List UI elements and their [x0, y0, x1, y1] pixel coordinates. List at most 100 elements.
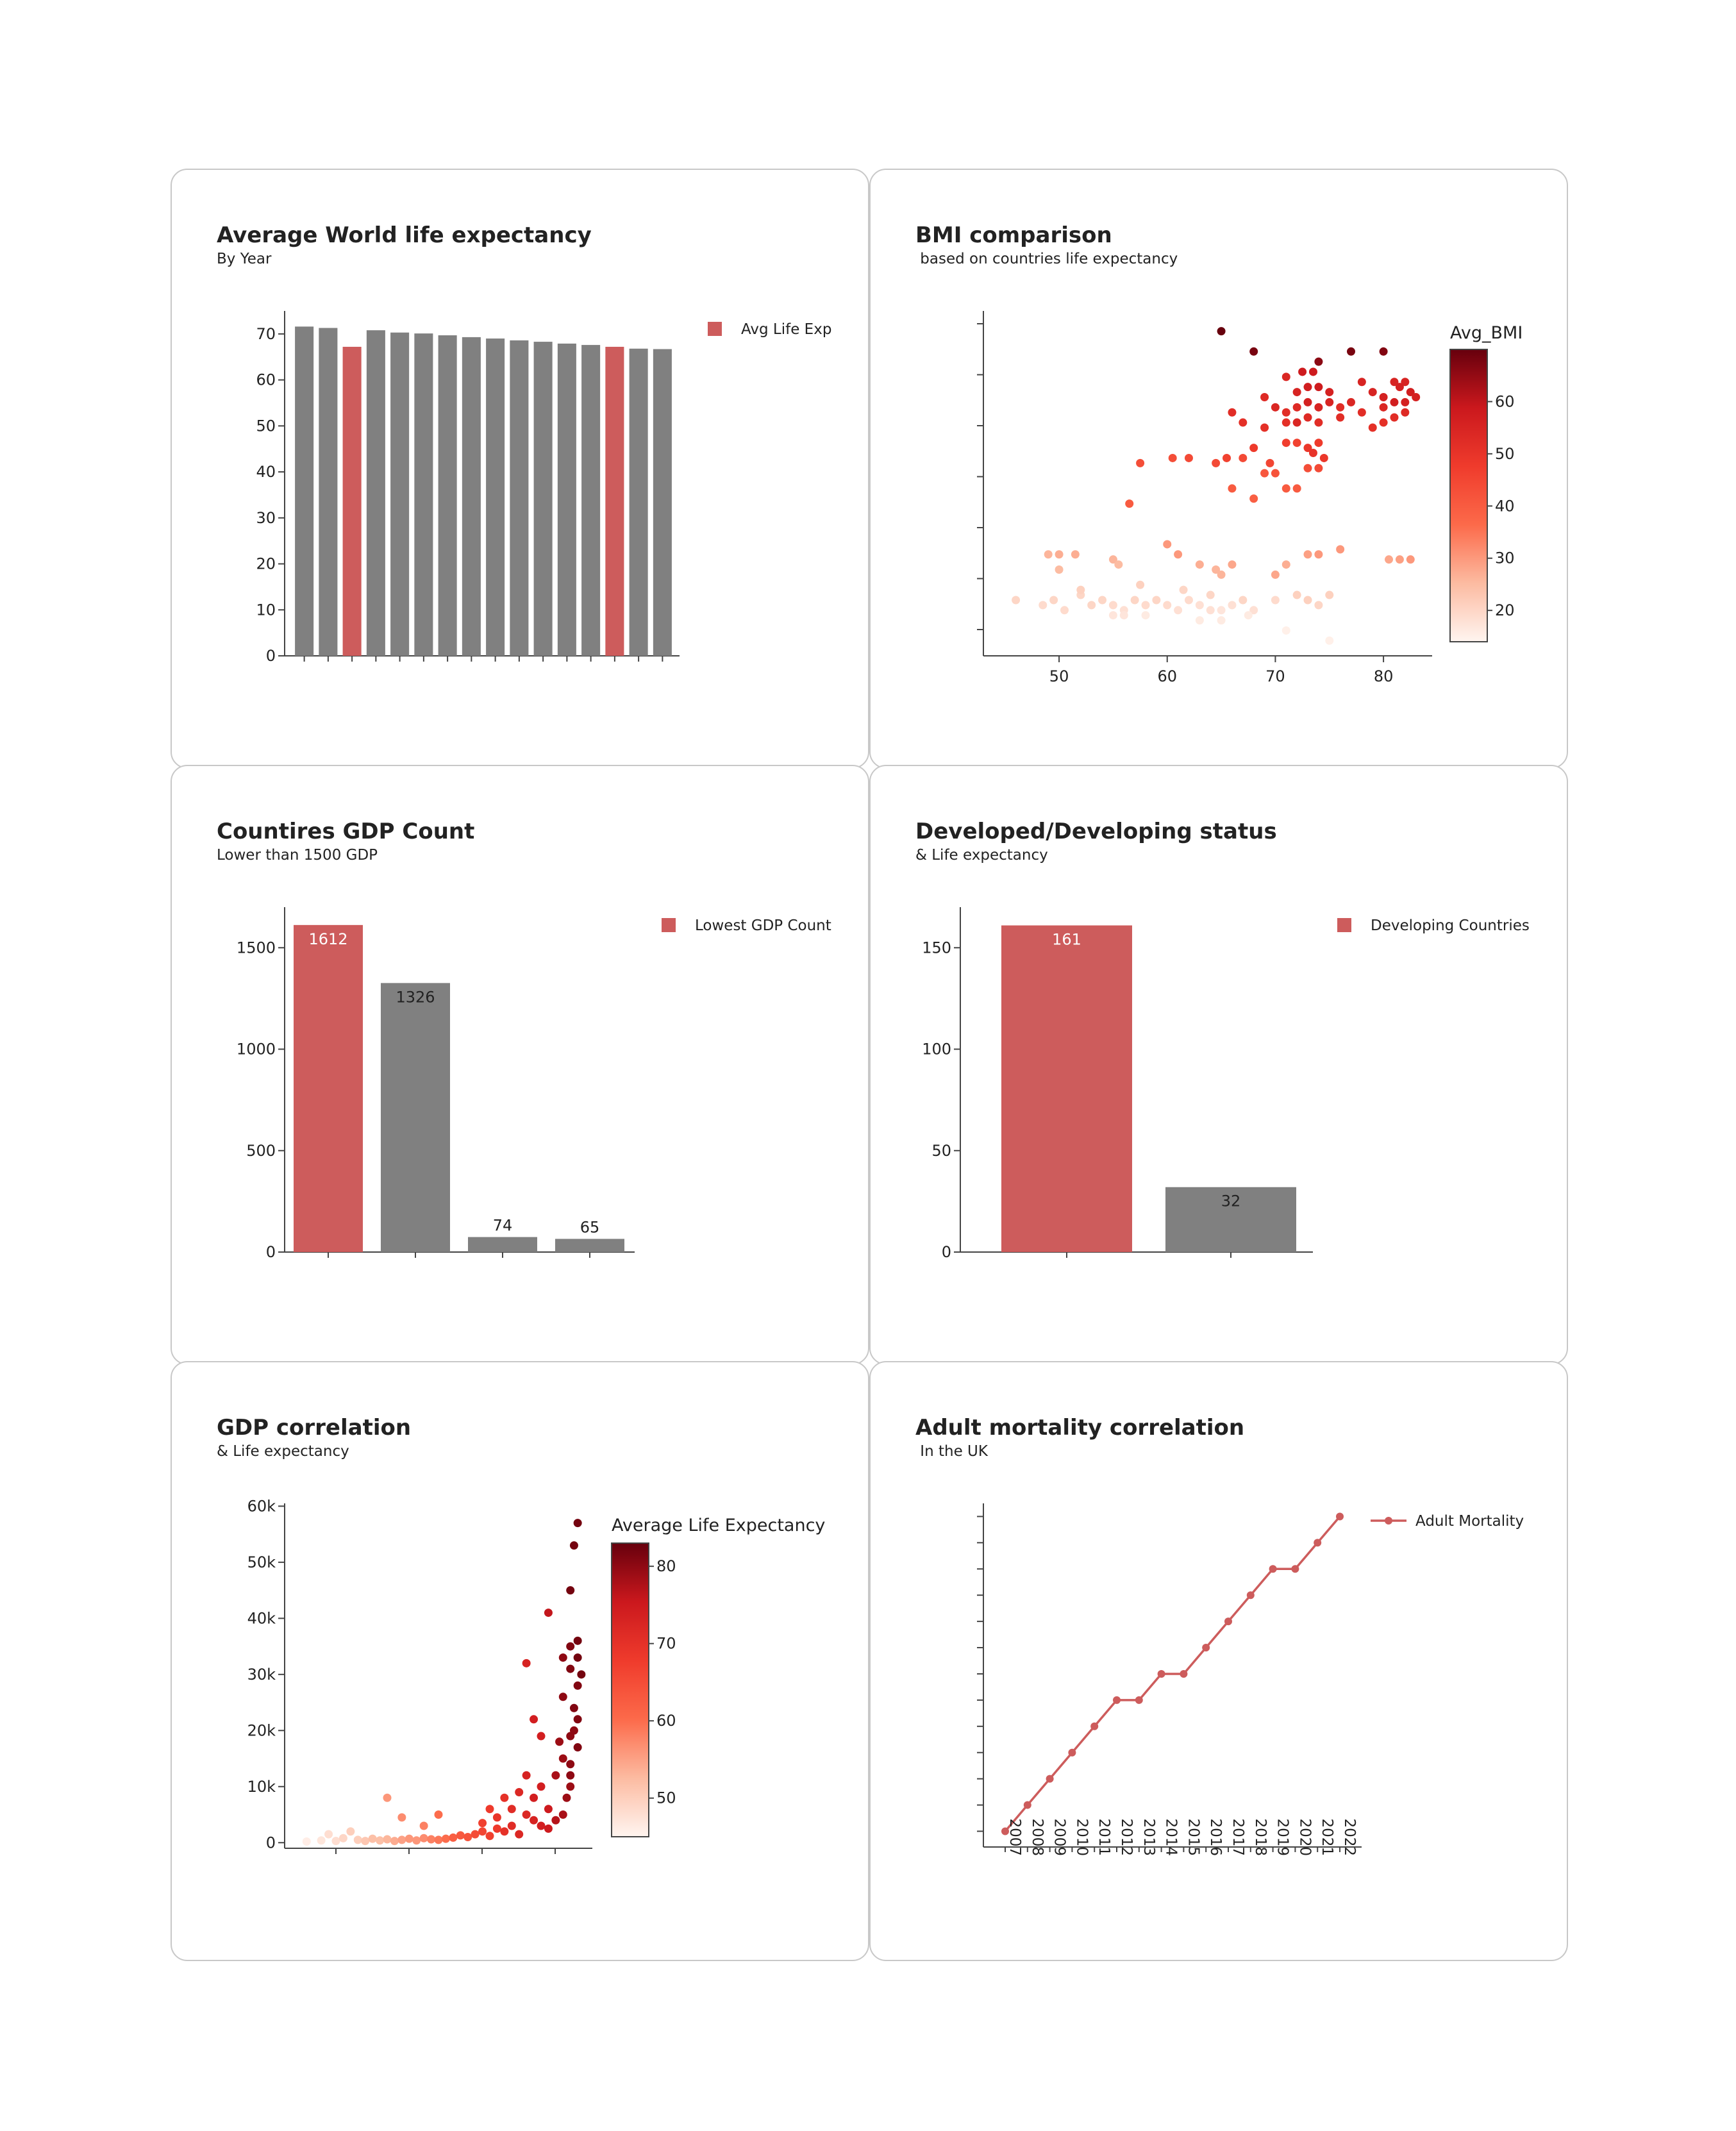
- line-point: [1180, 1669, 1188, 1678]
- scatter-point: [1325, 397, 1334, 406]
- scatter-point: [1314, 403, 1323, 412]
- scatter-point: [485, 1805, 494, 1814]
- scatter-point: [558, 1810, 567, 1819]
- scatter-point: [1292, 403, 1301, 412]
- scatter-point: [530, 1715, 538, 1724]
- scatter-point: [1401, 397, 1410, 406]
- scatter-point: [566, 1642, 575, 1651]
- y-tick-label: 20k: [247, 1721, 276, 1739]
- legend-label: Lowest GDP Count: [695, 917, 831, 934]
- scatter-point: [566, 1586, 575, 1595]
- y-tick-label: 1000: [237, 1040, 276, 1058]
- scatter-point: [1076, 585, 1085, 594]
- colorbar-tick-label: 50: [1495, 445, 1515, 463]
- scatter-point: [1292, 388, 1301, 397]
- scatter-point: [530, 1793, 538, 1802]
- bar-value-label: 65: [580, 1218, 600, 1236]
- x-tick-label: 60: [1157, 667, 1177, 685]
- scatter-point: [1281, 418, 1290, 427]
- y-tick-label: 150: [922, 939, 951, 957]
- scatter-point: [1071, 550, 1080, 559]
- x-tick-label: 2018: [1252, 1818, 1269, 1856]
- scatter-point: [1212, 458, 1221, 467]
- x-tick-label: 2021: [1319, 1818, 1335, 1856]
- scatter-point: [537, 1732, 546, 1741]
- scatter-point: [1336, 413, 1345, 422]
- scatter-point: [471, 1830, 480, 1839]
- scatter-point: [1163, 540, 1172, 549]
- bar: [342, 346, 362, 656]
- scatter-point: [376, 1836, 385, 1845]
- card-adult-mortality: Adult mortality correlation In the UK 20…: [869, 1361, 1568, 1961]
- y-tick-label: 60k: [247, 1497, 276, 1515]
- scatter-point: [1108, 601, 1117, 610]
- x-tick-label: 2016: [1207, 1818, 1224, 1856]
- bar: [390, 332, 410, 656]
- scatter-point: [1228, 484, 1237, 493]
- scatter-point: [566, 1782, 575, 1791]
- y-tick-label: 50k: [247, 1553, 276, 1571]
- scatter-point: [1314, 383, 1323, 392]
- scatter-point: [1087, 601, 1096, 610]
- scatter-point: [1244, 611, 1253, 620]
- chart-title: Developed/Developing status: [915, 819, 1277, 844]
- y-tick-label: 10: [256, 601, 276, 619]
- scatter-point: [1152, 596, 1161, 605]
- chart-subtitle: based on countries life expectancy: [915, 251, 1178, 267]
- bar: [581, 345, 601, 656]
- scatter-point: [1249, 606, 1258, 615]
- scatter-point: [1271, 469, 1280, 478]
- scatter-point: [1281, 484, 1290, 493]
- scatter-point: [1314, 601, 1323, 610]
- scatter-point: [537, 1821, 546, 1830]
- x-tick-label: 2015: [1185, 1818, 1201, 1856]
- scatter-point: [1303, 397, 1312, 406]
- scatter-point: [1325, 636, 1334, 645]
- scatter-point: [412, 1836, 421, 1845]
- scatter-point: [1206, 590, 1215, 599]
- x-tick-label: 70: [1265, 667, 1285, 685]
- scatter-point: [1368, 423, 1377, 432]
- scatter-point: [1303, 413, 1312, 422]
- legend-swatch: [708, 322, 722, 336]
- colorbar-tick-label: 50: [656, 1789, 676, 1807]
- card-bmi-comparison: BMI comparison based on countries life e…: [869, 169, 1568, 769]
- scatter-point: [530, 1816, 538, 1825]
- scatter-point: [537, 1782, 546, 1791]
- scatter-point: [427, 1835, 436, 1844]
- scatter-point: [1174, 550, 1183, 559]
- life-expectancy-bar-chart: 0 10 20 30 40 50 60 70 Avg Life Exp: [256, 311, 831, 665]
- scatter-point: [449, 1833, 458, 1842]
- scatter-point: [1314, 357, 1323, 366]
- scatter-point: [1249, 347, 1258, 356]
- scatter-point: [544, 1824, 553, 1833]
- scatter-point: [1346, 397, 1355, 406]
- scatter-point: [1108, 555, 1117, 564]
- card-development-status: Developed/Developing status & Life expec…: [869, 765, 1568, 1365]
- scatter-point: [522, 1810, 531, 1819]
- y-tick-label: 1500: [237, 939, 276, 957]
- bar-value-label: 32: [1221, 1192, 1241, 1210]
- scatter-point: [551, 1771, 560, 1780]
- scatter-point: [1281, 372, 1290, 381]
- y-tick-label: 70: [256, 325, 276, 343]
- line-point: [1068, 1748, 1076, 1757]
- scatter-point: [1212, 565, 1221, 574]
- line-point: [1202, 1644, 1210, 1652]
- scatter-point: [1055, 550, 1064, 559]
- series-line: [1004, 1516, 1341, 1832]
- legend-label: Developing Countries: [1371, 917, 1530, 934]
- bar: [486, 338, 505, 656]
- colorbar-tick-label: 20: [1495, 601, 1515, 619]
- scatter-point: [573, 1681, 582, 1690]
- scatter-point: [1217, 327, 1226, 336]
- colorbar-tick-label: 70: [656, 1635, 676, 1653]
- scatter-point: [1125, 499, 1134, 508]
- scatter-point: [1401, 378, 1410, 387]
- scatter-point: [1325, 388, 1334, 397]
- scatter-point: [577, 1670, 586, 1679]
- scatter-point: [1260, 423, 1269, 432]
- bar: [510, 340, 529, 656]
- legend-swatch: [1337, 918, 1351, 932]
- bar: [629, 348, 648, 656]
